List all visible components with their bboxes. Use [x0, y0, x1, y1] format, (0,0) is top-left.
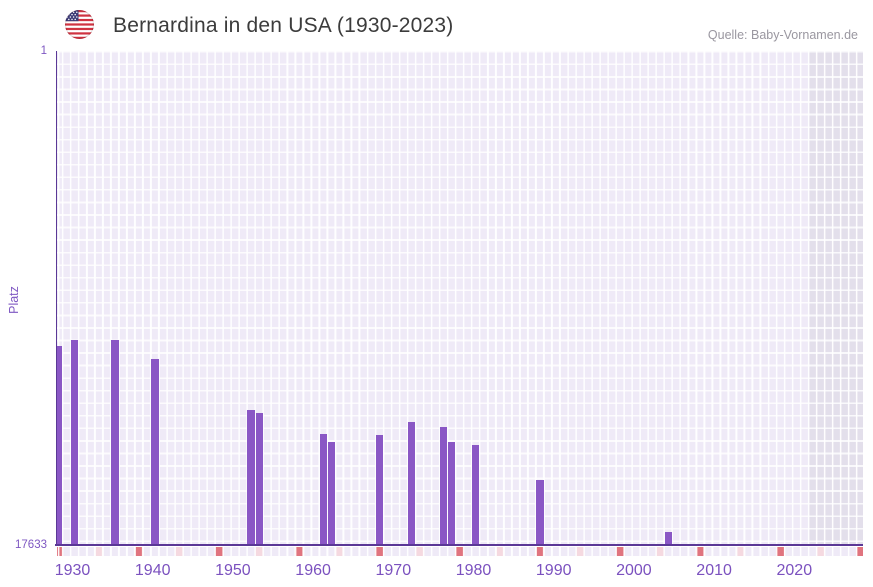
x-tick-1940: 1940: [134, 562, 171, 579]
x-axis-line: [55, 544, 863, 546]
bar-1954[interactable]: [247, 410, 255, 544]
x-tick-2000: 2000: [616, 562, 652, 579]
chart-title: Bernardina in den USA (1930-2023): [113, 14, 454, 37]
us-flag-icon: [65, 10, 94, 39]
x-tick-1930: 1930: [54, 562, 91, 579]
bar-1978[interactable]: [439, 427, 448, 544]
bar-1982[interactable]: [472, 445, 480, 544]
bar-1974[interactable]: [407, 422, 416, 544]
x-tick-2020: 2020: [776, 562, 813, 579]
x-tick-1990: 1990: [535, 562, 572, 579]
grid-lines: [57, 51, 863, 544]
bar-1930[interactable]: [57, 346, 63, 544]
bar-1979[interactable]: [447, 442, 456, 544]
source-label: Quelle: Baby-Vornamen.de: [707, 28, 858, 42]
bar-1955[interactable]: [255, 413, 263, 544]
bar-1970[interactable]: [375, 435, 384, 544]
strip-grid-lines: [57, 547, 863, 556]
x-tick-2010: 2010: [696, 562, 732, 579]
bar-1932[interactable]: [71, 340, 79, 544]
plot-area: [57, 51, 863, 544]
x-tick-1970: 1970: [375, 562, 412, 579]
y-axis-bottom-tick: 17633: [15, 539, 47, 551]
x-tick-1960: 1960: [295, 562, 331, 579]
bar-1990[interactable]: [536, 480, 544, 544]
bar-2006[interactable]: [664, 531, 672, 544]
x-tick-1950: 1950: [215, 562, 251, 579]
y-axis-top-tick: 1: [40, 45, 47, 57]
x-tick-1980: 1980: [455, 562, 492, 579]
bar-1942[interactable]: [151, 359, 159, 544]
y-axis-label: Platz: [7, 286, 21, 314]
bar-1963[interactable]: [319, 434, 328, 544]
bar-1964[interactable]: [327, 442, 336, 544]
year-marker-strip: [57, 547, 863, 556]
bar-1937[interactable]: [111, 340, 119, 544]
